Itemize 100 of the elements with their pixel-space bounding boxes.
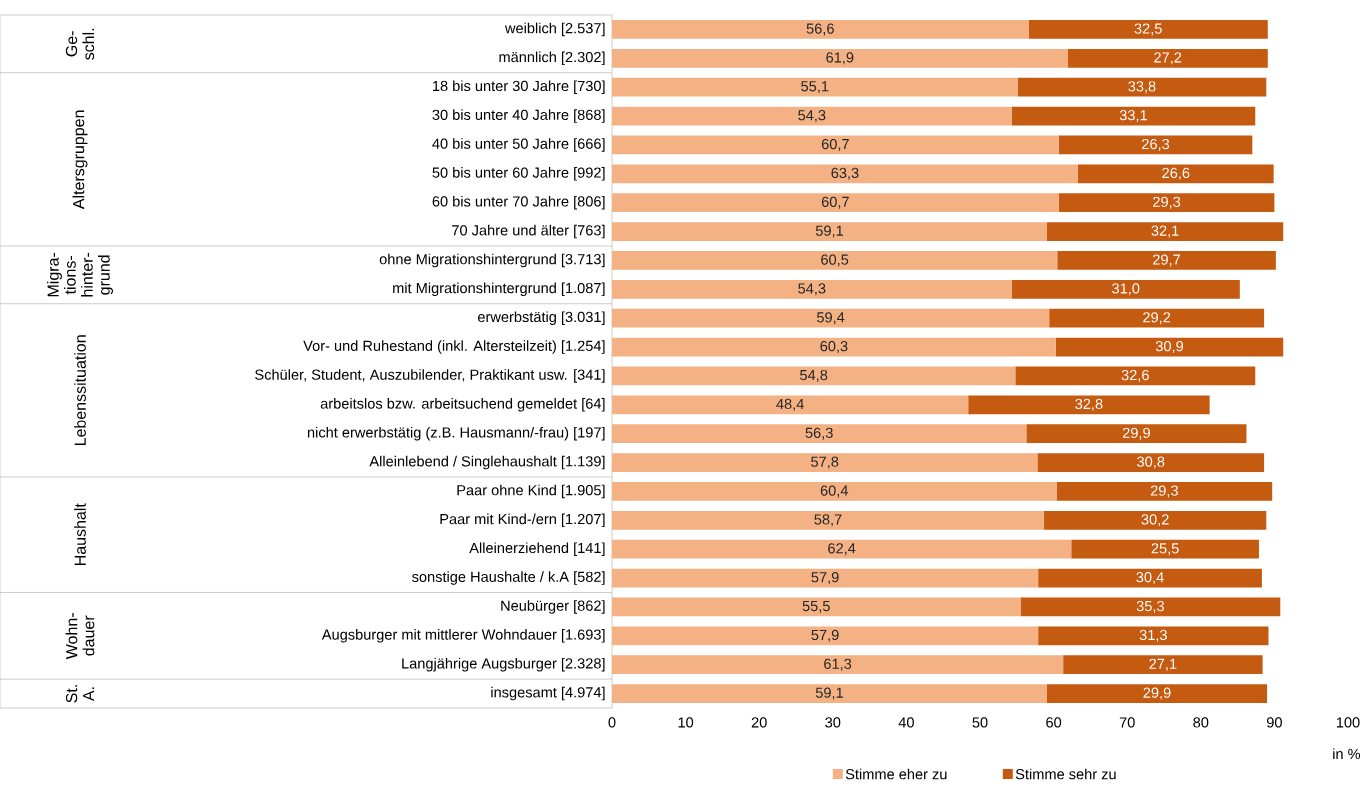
x-tick-label: 100 <box>1336 717 1360 728</box>
y-tick-label: mit Migrationshintergrund [1.087] <box>393 282 605 297</box>
bar <box>1077 164 1274 184</box>
bar <box>1038 568 1262 588</box>
bar <box>1044 510 1267 530</box>
bar <box>1026 424 1247 444</box>
bar <box>612 453 1038 472</box>
data-label: 32,6 <box>1121 369 1149 382</box>
bar <box>1046 222 1284 241</box>
bar <box>1028 20 1268 39</box>
y-tick-label: 50 bis unter 60 Jahre [992] <box>432 167 605 181</box>
data-label: 48,4 <box>776 398 804 411</box>
data-label: 57,8 <box>811 456 839 469</box>
y-tick-label: Langjährige Augsburger [2.328] <box>402 657 605 672</box>
data-label: 29,9 <box>1143 687 1171 700</box>
legend-label: Stimme eher zu <box>845 768 947 780</box>
x-tick-label: 20 <box>751 717 767 728</box>
bar <box>1046 684 1268 703</box>
bar <box>1057 251 1276 270</box>
data-label: 32,8 <box>1075 398 1103 411</box>
data-label: 56,3 <box>805 427 833 440</box>
data-label: 33,8 <box>1128 81 1156 94</box>
data-label: 55,5 <box>802 600 830 613</box>
bar <box>1058 135 1253 155</box>
bar <box>1037 453 1265 472</box>
data-label: 63,3 <box>831 167 859 180</box>
data-label: 29,3 <box>1153 196 1181 209</box>
y-tick-label: sonstige Haushalte / k.A [582] <box>412 571 605 585</box>
text: Lebenssituation <box>74 335 86 446</box>
bar <box>612 597 1021 617</box>
data-label: 57,9 <box>811 629 839 642</box>
bar <box>612 48 1068 68</box>
x-axis-title: in % <box>1333 748 1361 760</box>
x-tick-label: 40 <box>898 717 914 728</box>
bar <box>1017 77 1267 97</box>
y-tick-label: arbeitslos bzw. arbeitsuchend gemeldet [64] <box>320 398 605 412</box>
data-label: 55,1 <box>801 81 829 94</box>
data-label: 26,6 <box>1162 167 1190 180</box>
data-label: 59,1 <box>815 225 843 238</box>
bar <box>1055 337 1284 357</box>
x-tick-label: 80 <box>1193 717 1209 728</box>
bar <box>612 20 1029 39</box>
data-label: 29,9 <box>1122 427 1150 440</box>
data-label: 29,3 <box>1150 485 1178 498</box>
data-label: 57,9 <box>811 572 839 585</box>
data-label: 56,6 <box>806 23 834 36</box>
y-tick-label: ohne Migrationshintergrund [3.713] <box>379 253 605 268</box>
y-tick-label: 18 bis unter 30 Jahre [730] <box>433 80 605 94</box>
bar <box>612 308 1050 328</box>
y-tick-label: insgesamt [4.974] <box>491 686 605 701</box>
data-label: 59,1 <box>815 687 843 700</box>
data-label: 31,3 <box>1139 629 1167 642</box>
data-label: 30,4 <box>1136 572 1164 585</box>
data-label: 58,7 <box>814 514 842 527</box>
y-tick-label: weiblich [2.537] <box>504 22 605 37</box>
bar <box>612 395 969 415</box>
data-label: 60,7 <box>821 196 849 209</box>
data-label: 31,0 <box>1112 283 1140 296</box>
bar <box>612 77 1018 97</box>
x-tick-label: 70 <box>1119 717 1135 728</box>
bar <box>612 337 1056 357</box>
data-label: 61,3 <box>824 658 852 671</box>
data-label: 61,9 <box>826 52 854 65</box>
bar <box>1067 48 1268 68</box>
y-tick-label: 40 bis unter 50 Jahre [666] <box>432 138 605 152</box>
text: Ge- schl. <box>65 28 95 60</box>
data-label: 60,5 <box>821 254 849 267</box>
y-tick-label: Neubürger [862] <box>501 600 605 614</box>
data-label: 59,4 <box>816 312 845 325</box>
y-tick-label: erwerbstätig [3.031] <box>478 311 605 325</box>
bar <box>1011 106 1256 126</box>
legend-label: Stimme sehr zu <box>1015 768 1116 780</box>
text: Altersgruppen <box>72 110 88 210</box>
bar <box>1015 366 1256 386</box>
bar <box>1063 655 1263 675</box>
data-label: 25,5 <box>1151 543 1179 556</box>
bar <box>612 424 1027 444</box>
bar <box>1056 482 1273 501</box>
data-label: 32,1 <box>1151 225 1179 238</box>
bar <box>612 482 1057 501</box>
y-tick-label: 70 Jahre und älter [763] <box>452 224 605 239</box>
data-label: 54,3 <box>798 283 826 296</box>
bar <box>612 684 1047 703</box>
data-label: 62,4 <box>828 543 856 556</box>
bar <box>612 510 1045 530</box>
y-tick-label: nicht erwerbstätig (z.B. Hausmann/-frau) [197] <box>307 426 605 441</box>
x-tick-label: 90 <box>1266 717 1282 728</box>
y-tick-label: Alleinerziehend [141] <box>469 542 605 556</box>
bar <box>612 164 1078 184</box>
x-tick-label: 0 <box>608 717 616 728</box>
y-tick-label: männlich [2.302] <box>499 51 605 66</box>
y-tick-label: Augsburger mit mittlerer Wohndauer [1.693] <box>321 629 605 643</box>
bar <box>612 251 1058 270</box>
x-tick-label: 50 <box>972 717 988 728</box>
data-label: 30,8 <box>1137 456 1165 469</box>
bar <box>612 193 1059 213</box>
bar <box>1058 193 1275 213</box>
data-label: 60,3 <box>820 341 848 354</box>
data-label: 32,5 <box>1134 23 1162 36</box>
data-label: 54,3 <box>798 110 826 123</box>
